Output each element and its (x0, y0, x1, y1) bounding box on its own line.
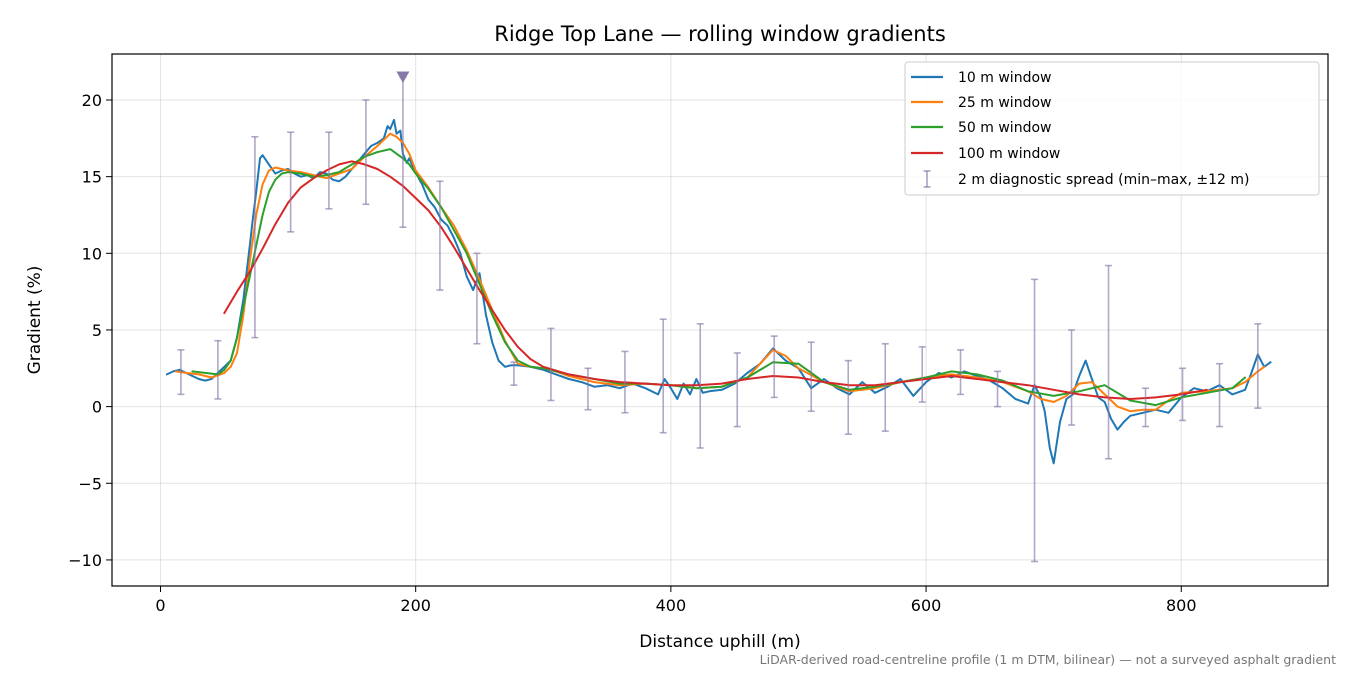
y-tick-label: 0 (92, 398, 102, 417)
y-tick-label: −5 (78, 474, 102, 493)
axis-ticks: 0 200 400 600 800 −10 −5 0 5 10 15 20 (68, 91, 1196, 615)
x-tick-label: 800 (1166, 596, 1197, 615)
x-axis-title: Distance uphill (m) (639, 632, 800, 652)
y-tick-label: 15 (82, 168, 102, 187)
legend-label: 2 m diagnostic spread (min–max, ±12 m) (958, 172, 1249, 188)
y-tick-label: −10 (68, 551, 102, 570)
legend-label: 10 m window (958, 70, 1051, 86)
x-tick-label: 600 (911, 596, 942, 615)
x-tick-label: 400 (656, 596, 687, 615)
x-tick-label: 200 (400, 596, 431, 615)
plot-frame (111, 53, 1329, 587)
footnote: LiDAR-derived road-centreline profile (1… (760, 652, 1336, 667)
y-tick-label: 5 (92, 321, 102, 340)
y-tick-label: 20 (82, 91, 102, 110)
legend-label: 50 m window (958, 120, 1051, 136)
series-line-4 (223, 160, 1208, 400)
chart-title: Ridge Top Lane — rolling window gradient… (494, 22, 946, 46)
peak-marker-triangle (396, 71, 410, 83)
legend-label: 100 m window (958, 146, 1060, 162)
legend: 10 m window 25 m window 50 m window 100 m w… (904, 61, 1320, 196)
y-tick-label: 10 (82, 244, 102, 263)
legend-label: 25 m window (958, 95, 1051, 111)
legend-box (904, 61, 1320, 196)
error-bars (177, 76, 1262, 563)
peak-marker-layer (396, 71, 410, 83)
x-tick-label: 0 (155, 596, 165, 615)
y-axis-title: Gradient (%) (25, 266, 45, 375)
series-line-3 (191, 148, 1247, 407)
